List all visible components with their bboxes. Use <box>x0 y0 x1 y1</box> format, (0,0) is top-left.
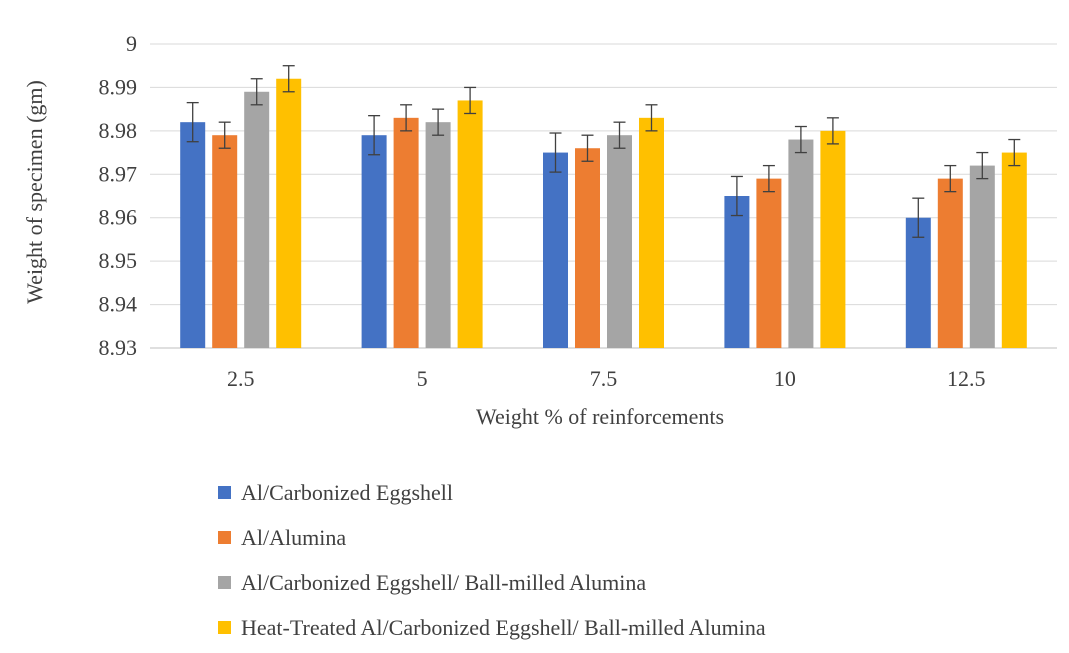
bar <box>361 135 387 348</box>
bar <box>937 178 963 348</box>
x-tick-label: 12.5 <box>947 366 986 391</box>
bar <box>575 148 600 348</box>
legend-label: Al/Carbonized Eggshell/ Ball-milled Alum… <box>241 569 647 595</box>
bar <box>905 217 931 348</box>
x-tick-label: 5 <box>417 366 428 391</box>
error-bars <box>186 65 1021 238</box>
legend-swatch <box>218 621 231 634</box>
y-tick-label: 8.95 <box>99 248 138 273</box>
legend-item: Al/Carbonized Eggshell/ Ball-milled Alum… <box>218 560 766 605</box>
x-tick-label: 2.5 <box>227 366 255 391</box>
bar <box>724 196 750 348</box>
bar <box>788 139 814 348</box>
bars <box>180 78 1027 349</box>
bar <box>244 91 270 349</box>
bar <box>639 117 664 348</box>
legend-swatch <box>218 576 231 589</box>
legend: Al/Carbonized Eggshell Al/Alumina Al/Car… <box>218 470 766 650</box>
y-tick-label: 8.97 <box>99 161 138 186</box>
x-tick-label: 10 <box>774 366 796 391</box>
x-axis-title: Weight % of reinforcements <box>476 404 724 429</box>
y-tick-label: 8.96 <box>99 205 138 230</box>
bar <box>543 152 568 348</box>
bar <box>393 117 419 348</box>
y-tick-label: 8.94 <box>99 292 138 317</box>
legend-label: Heat-Treated Al/Carbonized Eggshell/ Bal… <box>241 614 766 640</box>
y-tick-label: 9 <box>126 31 137 56</box>
legend-label: Al/Alumina <box>241 524 347 550</box>
y-tick-label: 8.98 <box>99 118 138 143</box>
bar-chart: 8.93 8.94 8.95 8.96 8.97 8.98 8.99 9 2.5 5 7.5 10 12… <box>22 31 1057 429</box>
legend-swatch <box>218 531 231 544</box>
bar <box>180 122 206 349</box>
legend-swatch <box>218 486 231 499</box>
bar <box>212 135 238 348</box>
y-tick-label: 8.93 <box>99 335 138 360</box>
bar <box>820 130 846 348</box>
bar <box>425 122 451 349</box>
legend-item: Heat-Treated Al/Carbonized Eggshell/ Bal… <box>218 605 766 650</box>
bar <box>457 100 483 348</box>
tick-labels: 8.93 8.94 8.95 8.96 8.97 8.98 8.99 9 2.5 5 7.5 10 12… <box>99 31 986 391</box>
x-tick-label: 7.5 <box>590 366 618 391</box>
legend-label: Al/Carbonized Eggshell <box>241 479 454 505</box>
y-axis-title: Weight of specimen (gm) <box>22 80 47 304</box>
legend-item: Al/Carbonized Eggshell <box>218 470 766 515</box>
y-tick-label: 8.99 <box>99 74 138 99</box>
bar <box>607 135 632 348</box>
bar <box>1001 152 1027 348</box>
bar <box>969 165 995 348</box>
bar <box>756 178 782 348</box>
legend-item: Al/Alumina <box>218 515 766 560</box>
bar <box>276 78 302 348</box>
